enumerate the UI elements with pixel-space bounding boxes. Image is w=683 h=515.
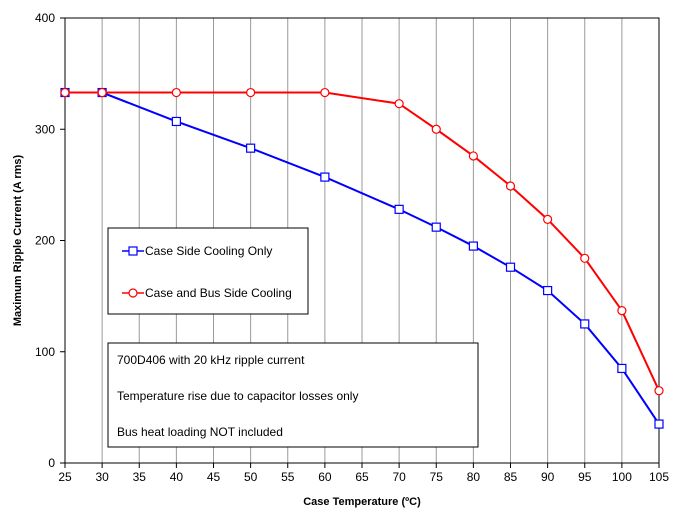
- annotation-frame: [107, 342, 479, 448]
- legend-circle-marker-icon: [128, 288, 138, 298]
- data-point-square: [246, 143, 256, 153]
- legend-square-marker-icon: [128, 246, 138, 256]
- legend-label-case-bus: Case and Bus Side Cooling: [145, 286, 292, 300]
- annotation-line-1: 700D406 with 20 kHz ripple current: [117, 353, 305, 367]
- data-point-square: [505, 262, 516, 272]
- y-tick-label: 200: [35, 234, 55, 248]
- data-point-circle: [431, 124, 441, 134]
- x-axis-title: Case Temperature (ºC): [303, 496, 421, 508]
- data-point-square: [171, 116, 181, 127]
- x-tick-label: 60: [318, 470, 332, 484]
- data-point-circle: [580, 253, 590, 263]
- data-point-square: [468, 241, 478, 251]
- x-tick-label: 85: [504, 470, 518, 484]
- y-tick-label: 0: [48, 456, 55, 470]
- legend: Case Side Cooling Only Case and Bus Side…: [107, 227, 309, 315]
- x-tick-label: 80: [467, 470, 481, 484]
- data-point-circle: [543, 214, 553, 224]
- legend-box: [107, 227, 309, 315]
- series-case-side: [60, 87, 664, 429]
- y-tick-label: 400: [35, 11, 55, 25]
- plot-area-frame: [64, 17, 660, 464]
- annotation-line-2: Temperature rise due to capacitor losses…: [117, 389, 358, 403]
- x-tick-label: 105: [649, 470, 669, 484]
- data-point-square: [394, 204, 404, 214]
- data-point-circle: [320, 87, 330, 98]
- data-point-square: [654, 419, 664, 429]
- x-tick-label: 35: [133, 470, 147, 484]
- series-layer: [60, 87, 664, 429]
- tick-labels: 25 30 35 40 45 50 55 60 65 70 75 80 85 90 95 100 105 0 100…: [35, 11, 669, 484]
- legend-entry-case-bus: Case and Bus Side Cooling: [122, 286, 292, 300]
- x-tick-label: 40: [170, 470, 184, 484]
- x-tick-label: 75: [430, 470, 444, 484]
- data-point-circle: [617, 305, 627, 316]
- data-point-circle: [654, 386, 664, 396]
- annotation-line-3: Bus heat loading NOT included: [117, 425, 283, 439]
- data-point-circle: [171, 87, 181, 98]
- x-tick-label: 55: [281, 470, 295, 484]
- annotation-box: 700D406 with 20 kHz ripple current Tempe…: [107, 342, 479, 448]
- x-tick-label: 100: [612, 470, 632, 484]
- y-tick-label: 100: [35, 345, 55, 359]
- data-point-circle: [97, 87, 107, 98]
- data-point-circle: [60, 87, 70, 98]
- y-axis-title: Maximum Ripple Current (A rms): [12, 154, 24, 326]
- x-tick-label: 70: [392, 470, 406, 484]
- data-point-circle: [505, 181, 516, 191]
- y-tick-label: 300: [35, 122, 55, 136]
- data-point-circle: [468, 151, 478, 161]
- x-tick-label: 45: [207, 470, 221, 484]
- x-tick-label: 50: [244, 470, 258, 484]
- x-tick-label: 25: [58, 470, 72, 484]
- x-tick-label: 95: [578, 470, 592, 484]
- series-case-bus: [60, 87, 664, 396]
- data-point-circle: [394, 99, 404, 109]
- data-point-square: [617, 363, 627, 374]
- data-point-square: [543, 285, 553, 296]
- x-tick-label: 90: [541, 470, 555, 484]
- legend-label-case-side: Case Side Cooling Only: [145, 244, 272, 258]
- legend-entry-case-side: Case Side Cooling Only: [122, 244, 272, 258]
- data-point-circle: [246, 87, 256, 98]
- x-tick-label: 30: [95, 470, 109, 484]
- data-point-square: [320, 172, 330, 182]
- x-tick-label: 65: [355, 470, 369, 484]
- data-point-square: [431, 222, 441, 232]
- data-point-square: [580, 319, 590, 329]
